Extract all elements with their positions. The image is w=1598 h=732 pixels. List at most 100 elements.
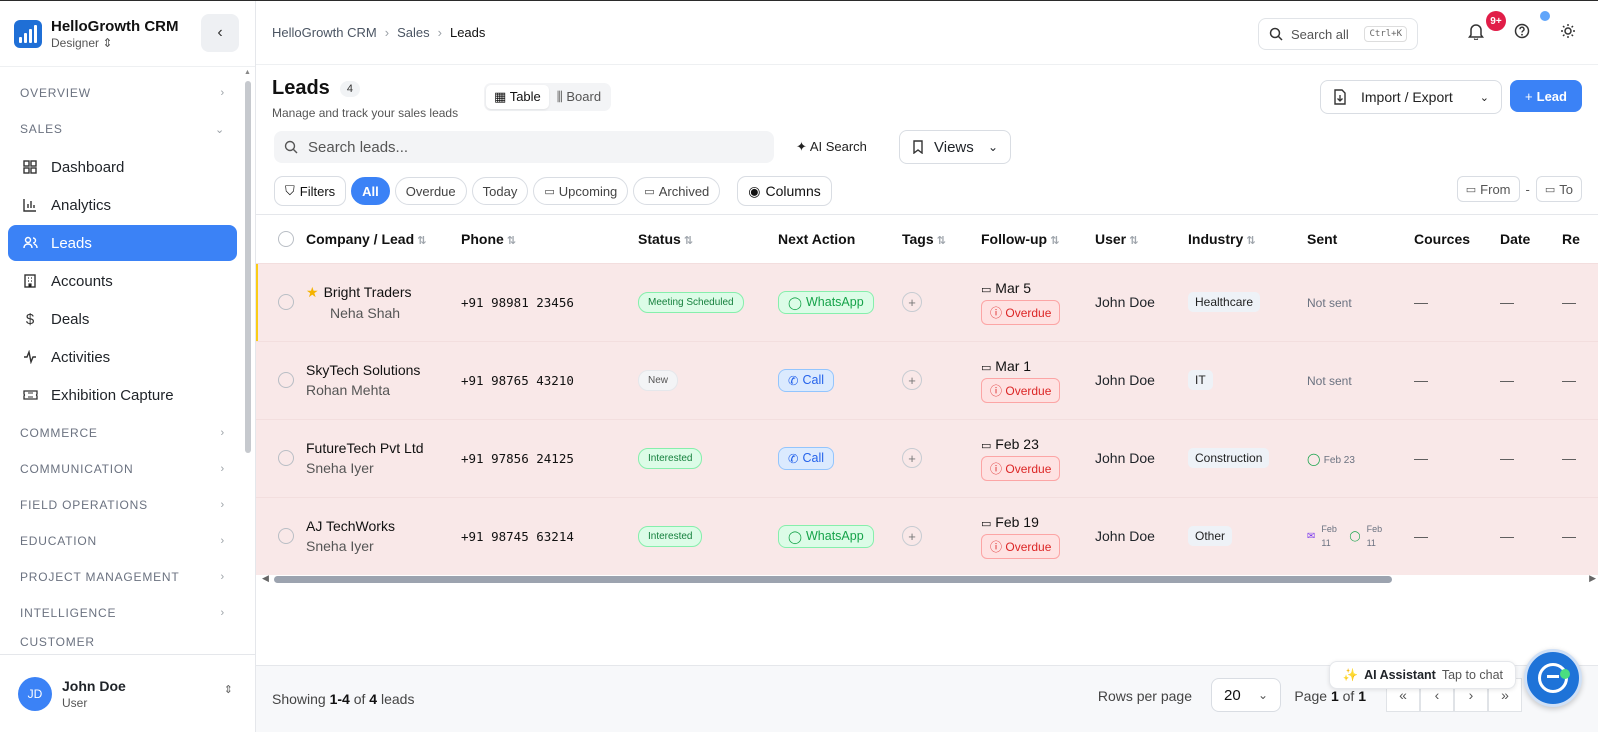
filters-button[interactable]: ⛉ Filters	[274, 176, 347, 206]
leads-table-container[interactable]: Company / Lead ⇅ Phone ⇅ Status ⇅ Next Acti…	[256, 214, 1598, 594]
star-icon[interactable]: ★	[306, 283, 319, 300]
showing-summary: Showing 1-4 of 4 leads	[272, 691, 415, 707]
date-to-input[interactable]: ▭ To	[1535, 176, 1582, 202]
chip-all[interactable]: All	[351, 177, 390, 205]
status-badge[interactable]: Meeting Scheduled	[638, 291, 744, 313]
import-export-button[interactable]: Import / Export ⌄	[1320, 80, 1502, 114]
sidebar-item-accounts[interactable]: Accounts	[8, 263, 237, 299]
col-phone[interactable]: Phone ⇅	[457, 215, 634, 263]
ai-assistant-button[interactable]	[1524, 649, 1582, 707]
col-follow-up[interactable]: Follow-up ⇅	[977, 215, 1091, 263]
chevron-down-icon: ⌄	[1257, 688, 1268, 702]
phone-icon: ✆	[788, 373, 799, 388]
industry-badge: Other	[1188, 526, 1233, 547]
table-horizontal-scrollbar[interactable]: ◀ ▶	[256, 573, 1598, 585]
call-action-button[interactable]: ✆ Call	[778, 368, 835, 392]
section-overview[interactable]: OVERVIEW ›	[20, 86, 225, 100]
section-education[interactable]: EDUCATION ›	[20, 534, 225, 548]
sidebar-item-activities[interactable]: Activities	[8, 339, 237, 375]
call-action-button[interactable]: ✆ Call	[778, 446, 835, 470]
sidebar-scroll-thumb[interactable]	[245, 81, 251, 453]
sidebar-item-exhibition-capture[interactable]: Exhibition Capture	[8, 377, 237, 413]
chip-upcoming[interactable]: ▭ Upcoming	[533, 177, 629, 205]
add-tag-button[interactable]: +	[902, 448, 922, 468]
lead-search-input[interactable]: Search leads...	[274, 131, 774, 163]
filter-chips: ⛉ Filters All Overdue Today ▭ Upcoming ▭ Ar…	[274, 176, 832, 206]
sidebar-item-dashboard[interactable]: Dashboard	[8, 149, 237, 185]
theme-toggle-icon[interactable]	[1560, 23, 1576, 39]
table-row[interactable]: SkyTech Solutions Rohan Mehta +91 98765 …	[256, 340, 1598, 419]
sidebar-item-deals[interactable]: $ Deals	[8, 301, 237, 337]
leads-table: Company / Lead ⇅ Phone ⇅ Status ⇅ Next Acti…	[256, 215, 1598, 575]
global-search-button[interactable]: Search all Ctrl+K	[1258, 18, 1418, 50]
section-commerce[interactable]: COMMERCE ›	[20, 426, 225, 440]
search-icon	[1269, 27, 1283, 41]
section-intelligence[interactable]: INTELLIGENCE ›	[20, 606, 225, 620]
add-tag-button[interactable]: +	[902, 292, 922, 312]
overdue-badge: ⓘ Overdue	[981, 377, 1061, 403]
chip-archived[interactable]: ▭ Archived	[633, 177, 721, 205]
alert-circle-icon: ⓘ	[990, 461, 1003, 476]
view-table-button[interactable]: ▦ Table	[486, 85, 549, 109]
col-next-action: Next Action	[774, 215, 898, 263]
table-row[interactable]: AJ TechWorks Sneha Iyer +91 98745 63214 …	[256, 496, 1598, 575]
chip-overdue[interactable]: Overdue	[394, 177, 467, 205]
table-row[interactable]: FutureTech Pvt Ltd Sneha Iyer +91 97856 …	[256, 418, 1598, 497]
date-from-input[interactable]: ▭ From	[1456, 176, 1520, 202]
breadcrumb-home[interactable]: HelloGrowth CRM	[272, 25, 377, 40]
col-user[interactable]: User ⇅	[1091, 215, 1184, 263]
col-company-lead[interactable]: Company / Lead ⇅	[302, 215, 457, 263]
sidebar-item-analytics[interactable]: Analytics	[8, 187, 237, 223]
collapse-sidebar-button[interactable]: ‹	[201, 14, 239, 52]
assigned-user: John Doe	[1091, 340, 1184, 419]
overdue-badge: ⓘ Overdue	[981, 299, 1061, 325]
bell-icon[interactable]	[1468, 23, 1484, 40]
add-lead-button[interactable]: + Lead	[1510, 80, 1582, 112]
status-badge[interactable]: New	[638, 369, 679, 391]
section-communication[interactable]: COMMUNICATION ›	[20, 462, 225, 476]
views-dropdown[interactable]: Views ⌄	[899, 130, 1011, 164]
status-badge[interactable]: Interested	[638, 525, 703, 547]
user-menu[interactable]: JD John Doe User ⇕	[0, 654, 255, 732]
page-title: Leads	[272, 77, 330, 99]
add-tag-button[interactable]: +	[902, 526, 922, 547]
re-cell: —	[1558, 262, 1598, 341]
sidebar-item-leads[interactable]: Leads	[8, 225, 237, 261]
col-status[interactable]: Status ⇅	[634, 215, 774, 263]
columns-button[interactable]: ◉ Columns	[737, 176, 832, 206]
row-checkbox[interactable]	[278, 450, 294, 466]
workspace-role-switcher[interactable]: Designer ⇕	[51, 35, 113, 50]
chip-today[interactable]: Today	[471, 177, 529, 205]
section-sales[interactable]: SALES ⌄	[20, 122, 225, 136]
view-board-button[interactable]: ⫼ Board	[556, 89, 602, 104]
section-field-operations[interactable]: FIELD OPERATIONS ›	[20, 498, 225, 512]
phone-number: +91 98745 63214	[457, 496, 634, 575]
company-name: SkyTech Solutions	[306, 362, 421, 378]
help-icon[interactable]	[1514, 23, 1530, 39]
section-customer[interactable]: CUSTOMER	[20, 635, 95, 649]
select-all-checkbox[interactable]	[278, 230, 294, 247]
breadcrumb-current: Leads	[449, 25, 486, 40]
horizontal-scroll-thumb[interactable]	[274, 576, 1392, 583]
row-checkbox[interactable]	[278, 372, 294, 388]
industry-badge: Construction	[1188, 448, 1270, 468]
col-tags[interactable]: Tags ⇅	[898, 215, 977, 263]
section-project-management[interactable]: PROJECT MANAGEMENT ›	[20, 570, 225, 584]
overdue-badge: ⓘ Overdue	[981, 455, 1061, 481]
col-industry[interactable]: Industry ⇅	[1184, 215, 1303, 263]
breadcrumb-sales[interactable]: Sales	[397, 25, 430, 40]
whatsapp-action-button[interactable]: ◯ WhatsApp	[778, 524, 874, 548]
sort-icon: ⇅	[506, 234, 516, 247]
row-checkbox[interactable]	[278, 528, 294, 545]
sort-icon: ⇅	[417, 234, 427, 247]
table-row[interactable]: ★ Bright Traders Neha Shah +91 98981 2345…	[256, 262, 1598, 341]
rows-per-page-select[interactable]: 20 ⌄	[1211, 678, 1281, 712]
ai-assistant-tooltip[interactable]: ✨ AI Assistant Tap to chat	[1329, 661, 1516, 689]
status-badge[interactable]: Interested	[638, 447, 703, 469]
ai-search-button[interactable]: ✦ AI Search	[796, 139, 867, 154]
sidebar-scrollbar[interactable]: ▲ ▼	[244, 69, 251, 654]
add-tag-button[interactable]: +	[902, 370, 922, 390]
sparkles-icon: ✨	[1342, 667, 1359, 682]
row-checkbox[interactable]	[278, 294, 294, 310]
whatsapp-action-button[interactable]: ◯ WhatsApp	[778, 290, 874, 314]
